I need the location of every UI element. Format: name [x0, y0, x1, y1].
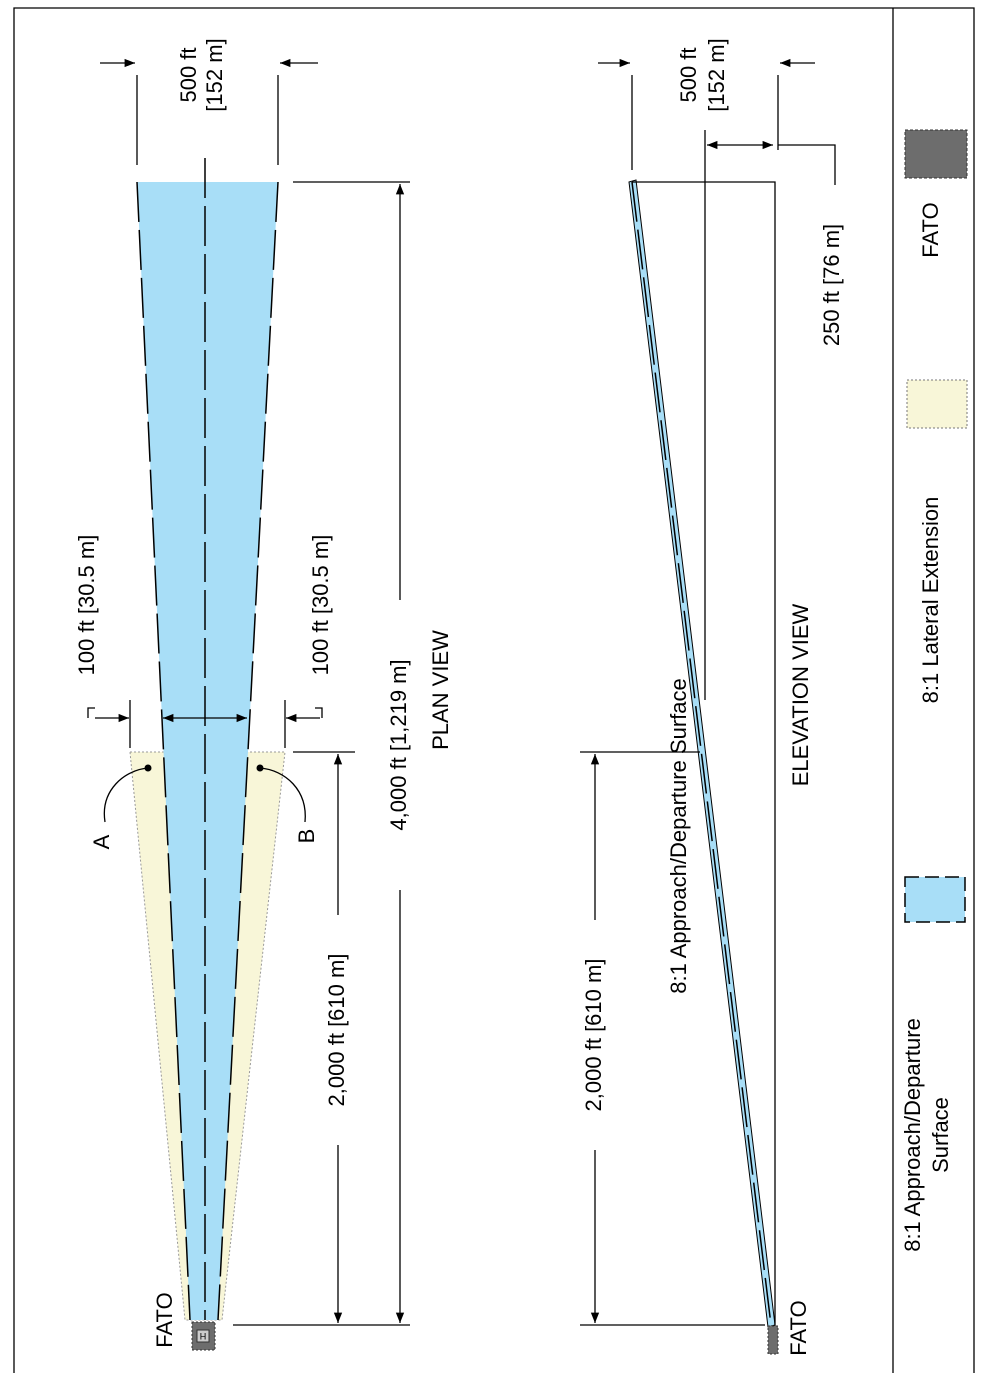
extension-line: [136, 75, 279, 165]
dim-label: 4,000 ft [1,219 m]: [386, 659, 411, 830]
leader: [87, 707, 95, 718]
dim-label: [152 m]: [202, 38, 227, 111]
plan-view: H: [87, 58, 410, 1351]
legend-swatch-surface: [904, 876, 966, 923]
view-title: ELEVATION VIEW: [788, 603, 813, 786]
leader: [778, 144, 836, 185]
surface-label: 8:1 Approach/Departure Surface: [666, 678, 691, 994]
point-label: B: [294, 829, 319, 844]
dim-label: [152 m]: [704, 38, 729, 111]
frame: [13, 7, 975, 1373]
elevation-view: [580, 58, 836, 1355]
reference-line: [632, 181, 776, 1330]
dim-label: 100 ft [30.5 m]: [74, 535, 99, 676]
point-marker: [144, 764, 152, 772]
dim-label: 100 ft [30.5 m]: [308, 535, 333, 676]
fato-label: FATO: [152, 1292, 177, 1347]
legend-label: FATO: [918, 202, 943, 257]
point-label: A: [89, 834, 114, 849]
leader: [103, 767, 149, 823]
approach-surface: [137, 182, 278, 1320]
dim-label: 2,000 ft [610 m]: [324, 954, 349, 1107]
extension-line: [129, 700, 286, 748]
extension-line: [580, 751, 765, 1326]
helipad-h: H: [200, 1331, 207, 1341]
helipad-marker: [196, 1329, 210, 1343]
legend-label: 8:1 Approach/Departure: [900, 1018, 925, 1252]
approach-surface: [628, 179, 776, 1328]
point-marker: [256, 764, 264, 772]
fato-pad: [767, 1325, 779, 1355]
surface-edge: [136, 181, 279, 1321]
view-title: PLAN VIEW: [428, 630, 453, 750]
legend-label: Surface: [928, 1097, 953, 1173]
fato-label: FATO: [786, 1300, 811, 1355]
legend-swatch-extension: [906, 379, 968, 429]
legend-label: 8:1 Lateral Extension: [918, 497, 943, 704]
dim-label: 500 ft: [676, 47, 701, 102]
dim-label: 2,000 ft [610 m]: [581, 959, 606, 1112]
dim-label: 500 ft: [176, 47, 201, 102]
leader: [315, 707, 323, 718]
dim-label: 250 ft [76 m]: [819, 224, 844, 346]
legend-swatch-fato: [904, 129, 968, 179]
extension-line: [631, 75, 779, 700]
extension-line: [233, 181, 410, 1326]
leader: [259, 767, 306, 823]
